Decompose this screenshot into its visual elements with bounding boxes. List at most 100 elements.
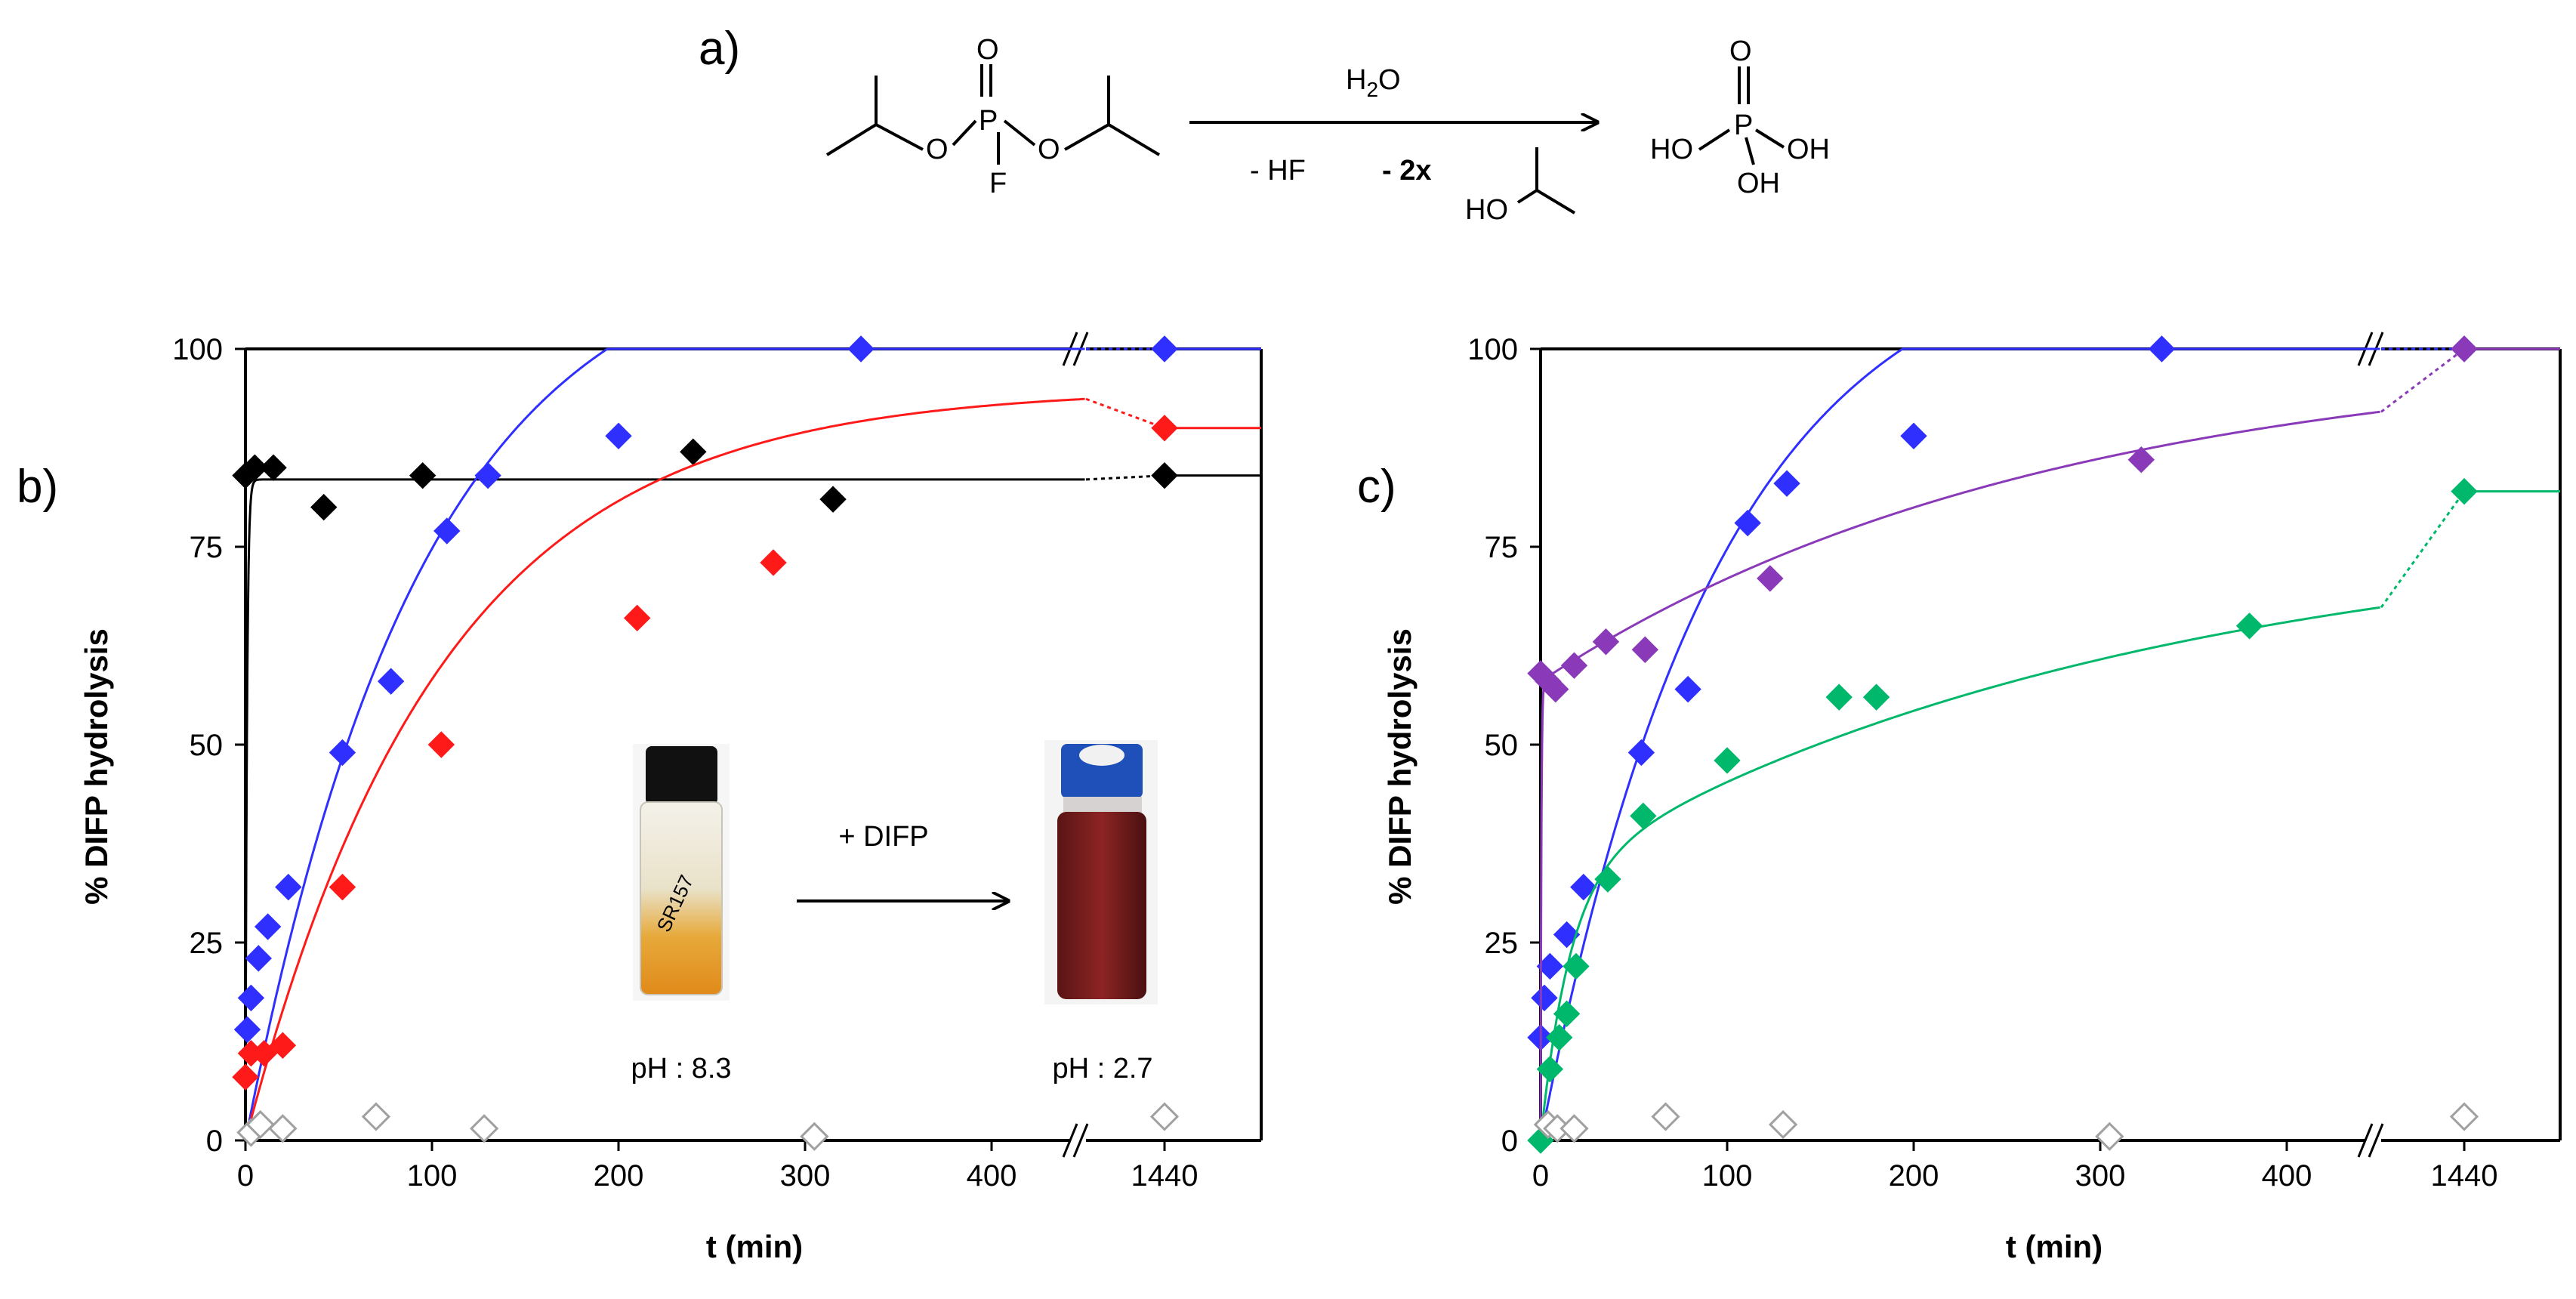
series-red: [232, 397, 1261, 1141]
panel-c-ticks: 0 25 50 75 100 0 100 200 300 400 1440: [1467, 333, 2497, 1193]
data-point-red: [269, 1032, 297, 1059]
panel-c-plot-area: [1539, 332, 2562, 1158]
data-point-blue: [605, 422, 632, 449]
product-HO: HO: [1650, 134, 1693, 165]
data-point-green: [1594, 865, 1621, 893]
reagent-water: H2O: [1346, 64, 1401, 101]
product-OH-right: OH: [1787, 134, 1830, 165]
data-point-blue: [275, 873, 302, 901]
data-point-green: [1553, 1000, 1581, 1028]
data-point-black: [1151, 461, 1178, 489]
data-point-blue: [1151, 335, 1178, 363]
data-point-green: [1536, 1055, 1564, 1083]
data-point-green: [1862, 683, 1890, 711]
data-point-red: [760, 549, 787, 576]
data-point-blue: [1900, 422, 1927, 449]
data-point-blue: [1570, 873, 1597, 901]
inset-photos: SR157 + DIFP pH : 8.3 pH : 2.7: [631, 740, 1158, 1085]
vial-after: [1044, 740, 1158, 1004]
series-blue: [233, 335, 1261, 1141]
data-point-purple: [2451, 335, 2478, 363]
x-tick-label: 100: [407, 1159, 458, 1193]
series-purple: [1527, 335, 2560, 1140]
data-point-control: [1651, 1102, 1680, 1131]
chart-panel-b: b) % DIFP hydrolysis t (min) 02550751000…: [17, 332, 1263, 1264]
ph-before: pH : 8.3: [631, 1053, 731, 1085]
atom-O-top: O: [976, 34, 999, 66]
data-point-purple: [1560, 652, 1588, 679]
y-tick-label: 25: [1485, 927, 1519, 960]
fit-line-purple: [1539, 410, 2380, 1140]
x-tick-label: 1440: [1131, 1159, 1199, 1193]
data-point-green: [1825, 683, 1853, 711]
x-tick-label: 300: [780, 1159, 831, 1193]
chart-panel-c: c) % DIFP hydrolysis t (min) 02550751000…: [1357, 332, 2562, 1264]
data-point-green: [1714, 747, 1741, 774]
data-point-purple: [1757, 565, 1784, 592]
scheme-label: a): [699, 23, 740, 75]
data-point-blue: [329, 739, 356, 767]
data-point-blue: [233, 1016, 261, 1043]
fit-bridge-purple: [2380, 347, 2465, 413]
panel-b-ticks: 0 25 50 75 100 0 100 200 300 400 1440: [172, 333, 1198, 1193]
atom-F: F: [989, 168, 1007, 199]
data-point-red: [1151, 415, 1178, 442]
byproduct-isopropanol-count: - 2x: [1382, 155, 1431, 187]
atom-O1: O: [926, 134, 949, 165]
series-blue: [1527, 335, 2560, 1141]
data-point-blue: [1773, 470, 1800, 497]
data-point-green: [1630, 802, 1657, 830]
byproduct-hf: - HF: [1250, 155, 1306, 187]
fit-bridge-green: [2380, 490, 2466, 609]
data-point-blue: [474, 461, 501, 489]
data-point-blue: [237, 984, 265, 1012]
data-point-control: [245, 1109, 275, 1140]
data-point-black: [819, 486, 847, 513]
fit-line-blue: [244, 347, 1085, 1141]
series-control: [236, 1102, 1180, 1151]
panel-b-ylabel: % DIFP hydrolysis: [79, 628, 114, 905]
axis-break-mark: [2357, 1123, 2384, 1158]
data-point-black: [310, 493, 338, 521]
product-P: P: [1734, 110, 1753, 141]
atom-P: P: [979, 105, 998, 137]
isopropanol-HO: HO: [1465, 194, 1508, 226]
data-point-black: [260, 454, 287, 481]
data-point-blue: [1531, 984, 1558, 1012]
data-point-red: [232, 1063, 259, 1091]
data-point-red: [250, 1040, 278, 1067]
panel-b-series: [232, 335, 1261, 1151]
data-point-red: [329, 873, 356, 901]
panel-c-xlabel: t (min): [2006, 1229, 2102, 1264]
y-tick-label: 100: [172, 333, 223, 366]
atom-O2: O: [1038, 134, 1060, 165]
reactant-structure: [825, 64, 1161, 165]
x-tick-label: 400: [2262, 1159, 2312, 1193]
data-point-control: [1559, 1114, 1589, 1143]
data-point-black: [409, 461, 437, 489]
data-point-blue: [1627, 739, 1655, 767]
x-tick-label: 0: [1532, 1159, 1549, 1193]
y-tick-label: 0: [1501, 1125, 1518, 1158]
fit-bridge-black: [1085, 474, 1165, 481]
x-tick-label: 100: [1702, 1159, 1753, 1193]
series-green: [1527, 477, 2560, 1154]
data-point-blue: [377, 668, 405, 695]
x-tick-label: 1440: [2431, 1159, 2498, 1193]
data-point-blue: [2148, 335, 2176, 363]
fit-line-green: [1539, 606, 2380, 1141]
series-black: [232, 438, 1261, 1140]
data-point-blue: [245, 945, 272, 972]
panel-c-label: c): [1357, 461, 1396, 513]
data-point-blue: [1674, 675, 1701, 703]
data-point-red: [623, 604, 651, 632]
product-OH-bottom: OH: [1737, 168, 1780, 199]
data-point-control: [1149, 1102, 1180, 1131]
data-point-blue: [847, 335, 875, 363]
axis-break-mark: [1062, 1123, 1089, 1158]
data-point-control: [1768, 1109, 1798, 1140]
data-point-control: [2449, 1102, 2479, 1131]
data-point-purple: [1542, 675, 1569, 703]
x-tick-label: 200: [1889, 1159, 1939, 1193]
